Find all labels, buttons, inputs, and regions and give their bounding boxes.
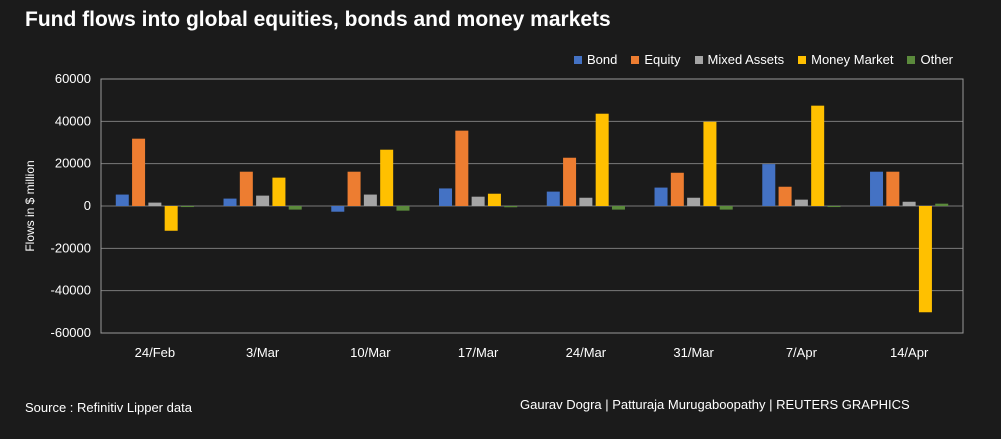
bar-other — [180, 206, 194, 208]
legend-item: Mixed Assets — [694, 52, 785, 67]
x-tick-label: 24/Mar — [566, 345, 607, 360]
legend-label: Money Market — [811, 52, 894, 67]
bar-other — [288, 206, 302, 210]
y-tick-label: 20000 — [55, 156, 91, 171]
bar-money-market — [703, 121, 717, 206]
bar-money-market — [595, 113, 609, 206]
bar-other — [719, 206, 733, 210]
y-tick-label: -40000 — [51, 283, 91, 298]
legend-label: Bond — [587, 52, 618, 67]
bar-equity — [563, 157, 577, 206]
bar-money-market — [380, 149, 394, 206]
credit-note: Gaurav Dogra | Patturaja Murugaboopathy … — [520, 397, 910, 412]
x-tick-label: 10/Mar — [350, 345, 391, 360]
x-tick-label: 17/Mar — [458, 345, 499, 360]
bar-mixed-assets — [256, 195, 270, 206]
legend-label: Equity — [644, 52, 681, 67]
legend-item: Money Market — [798, 52, 893, 67]
plot-border — [100, 78, 964, 334]
legend-item: Other — [907, 52, 953, 67]
x-tick-label: 24/Feb — [135, 345, 175, 360]
x-tick-label: 7/Apr — [786, 345, 818, 360]
bar-bond — [546, 191, 560, 206]
legend-item: Bond — [574, 52, 617, 67]
legend-swatch — [631, 55, 640, 64]
bar-equity — [670, 172, 684, 206]
bar-bond — [870, 171, 884, 206]
bar-bond — [762, 164, 776, 206]
y-tick-label: 60000 — [55, 71, 91, 86]
bar-money-market — [487, 193, 501, 206]
legend-label: Other — [920, 52, 953, 67]
bar-bond — [439, 188, 453, 206]
bar-mixed-assets — [579, 197, 593, 206]
bar-equity — [778, 186, 792, 206]
bar-equity — [455, 130, 469, 206]
legend: Bond Equity Mixed Assets Money Market Other — [574, 52, 953, 67]
bar-mixed-assets — [902, 201, 916, 206]
bar-mixed-assets — [687, 197, 701, 206]
legend-swatch — [694, 55, 703, 64]
bar-equity — [132, 138, 146, 206]
chart-title: Fund flows into global equities, bonds a… — [25, 8, 611, 31]
bar-equity — [886, 171, 900, 206]
x-tick-label: 31/Mar — [673, 345, 714, 360]
y-tick-label: 40000 — [55, 113, 91, 128]
bar-money-market — [811, 105, 825, 206]
bar-money-market — [272, 177, 286, 206]
bar-bond — [115, 194, 129, 206]
x-tick-label: 14/Apr — [890, 345, 929, 360]
legend-item: Equity — [631, 52, 681, 67]
bar-money-market — [918, 206, 932, 313]
bar-other — [504, 206, 518, 208]
y-tick-label: -20000 — [51, 240, 91, 255]
y-tick-label: 0 — [84, 198, 91, 213]
bar-mixed-assets — [148, 202, 162, 206]
bar-other — [611, 206, 625, 210]
y-tick-label: -60000 — [51, 325, 91, 340]
legend-label: Mixed Assets — [707, 52, 785, 67]
bar-mixed-assets — [363, 194, 377, 206]
bar-equity — [347, 171, 361, 206]
bar-mixed-assets — [794, 199, 808, 206]
bar-money-market — [164, 206, 178, 231]
legend-swatch — [798, 55, 807, 64]
bar-other — [827, 206, 841, 208]
source-note: Source : Refinitiv Lipper data — [25, 400, 192, 415]
legend-swatch — [907, 55, 916, 64]
y-axis-label: Flows in $ million — [23, 160, 37, 251]
bar-mixed-assets — [471, 196, 485, 206]
bar-bond — [223, 198, 237, 206]
bar-other — [935, 203, 949, 206]
bar-bond — [331, 206, 345, 212]
legend-swatch — [574, 55, 582, 64]
x-tick-label: 3/Mar — [246, 345, 280, 360]
bar-equity — [239, 171, 253, 206]
bar-bond — [654, 187, 668, 206]
bar-other — [396, 206, 410, 211]
